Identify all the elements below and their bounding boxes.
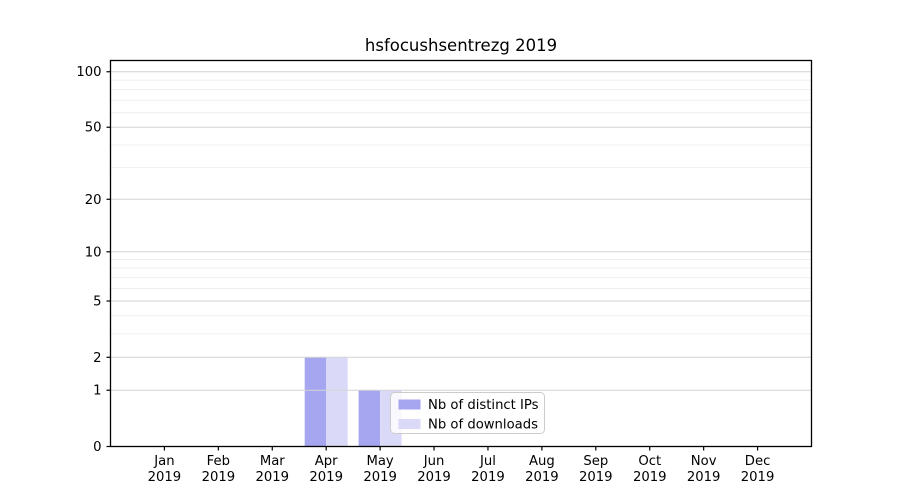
legend-swatch: [398, 419, 421, 429]
x-tick-label-month: May: [366, 454, 393, 469]
y-tick-label: 10: [85, 245, 102, 260]
x-tick-label-month: Sep: [583, 454, 608, 469]
legend-label: Nb of downloads: [428, 418, 538, 433]
x-tick-label-year: 2019: [687, 470, 721, 485]
bar-nb-of-downloads: [326, 357, 348, 447]
x-tick-label-month: Oct: [638, 454, 661, 469]
bars-layer: [304, 357, 402, 447]
bar-nb-of-distinct-ips: [358, 390, 381, 447]
plot-border: [109, 59, 813, 448]
x-tick-label-year: 2019: [363, 470, 397, 485]
x-tick-label-year: 2019: [309, 470, 343, 485]
x-tick-label-month: Mar: [260, 454, 285, 469]
x-tick-label-month: Nov: [691, 454, 717, 469]
axes-layer: [106, 59, 813, 451]
x-tick-label-year: 2019: [202, 470, 236, 485]
x-tick-label-year: 2019: [633, 470, 667, 485]
x-tick-label-year: 2019: [148, 470, 182, 485]
x-tick-label-year: 2019: [525, 470, 559, 485]
x-tick-label-year: 2019: [255, 470, 289, 485]
y-tick-label: 50: [85, 121, 102, 136]
legend-box: [390, 392, 545, 434]
gridlines-layer: [110, 71, 812, 391]
y-tick-label: 1: [93, 384, 101, 399]
y-tick-label: 5: [93, 295, 101, 310]
x-tick-label-year: 2019: [417, 470, 451, 485]
x-tick-label-month: Aug: [529, 454, 555, 469]
x-tick-label-year: 2019: [471, 470, 505, 485]
x-tick-label-month: Jan: [153, 454, 174, 469]
y-tick-label: 0: [93, 440, 101, 455]
x-tick-label-month: Feb: [207, 454, 230, 469]
x-tick-label-month: Dec: [745, 454, 771, 469]
legend: Nb of distinct IPs Nb of downloads: [390, 392, 545, 434]
x-tick-label-month: Jul: [479, 454, 496, 469]
y-tick-label: 100: [76, 65, 101, 80]
legend-label: Nb of distinct IPs: [428, 398, 539, 413]
legend-swatch: [398, 399, 421, 410]
axis-labels-layer: 0125102050100Jan2019Feb2019Mar2019Apr201…: [76, 65, 774, 485]
y-tick-label: 2: [93, 351, 101, 366]
bar-nb-of-distinct-ips: [304, 357, 327, 447]
x-tick-label-month: Apr: [315, 454, 338, 469]
x-tick-label-year: 2019: [741, 470, 775, 485]
chart-title: hsfocushsentrezg 2019: [365, 36, 557, 55]
y-tick-label: 20: [85, 193, 102, 208]
x-tick-label-month: Jun: [423, 454, 445, 469]
x-tick-label-year: 2019: [579, 470, 613, 485]
